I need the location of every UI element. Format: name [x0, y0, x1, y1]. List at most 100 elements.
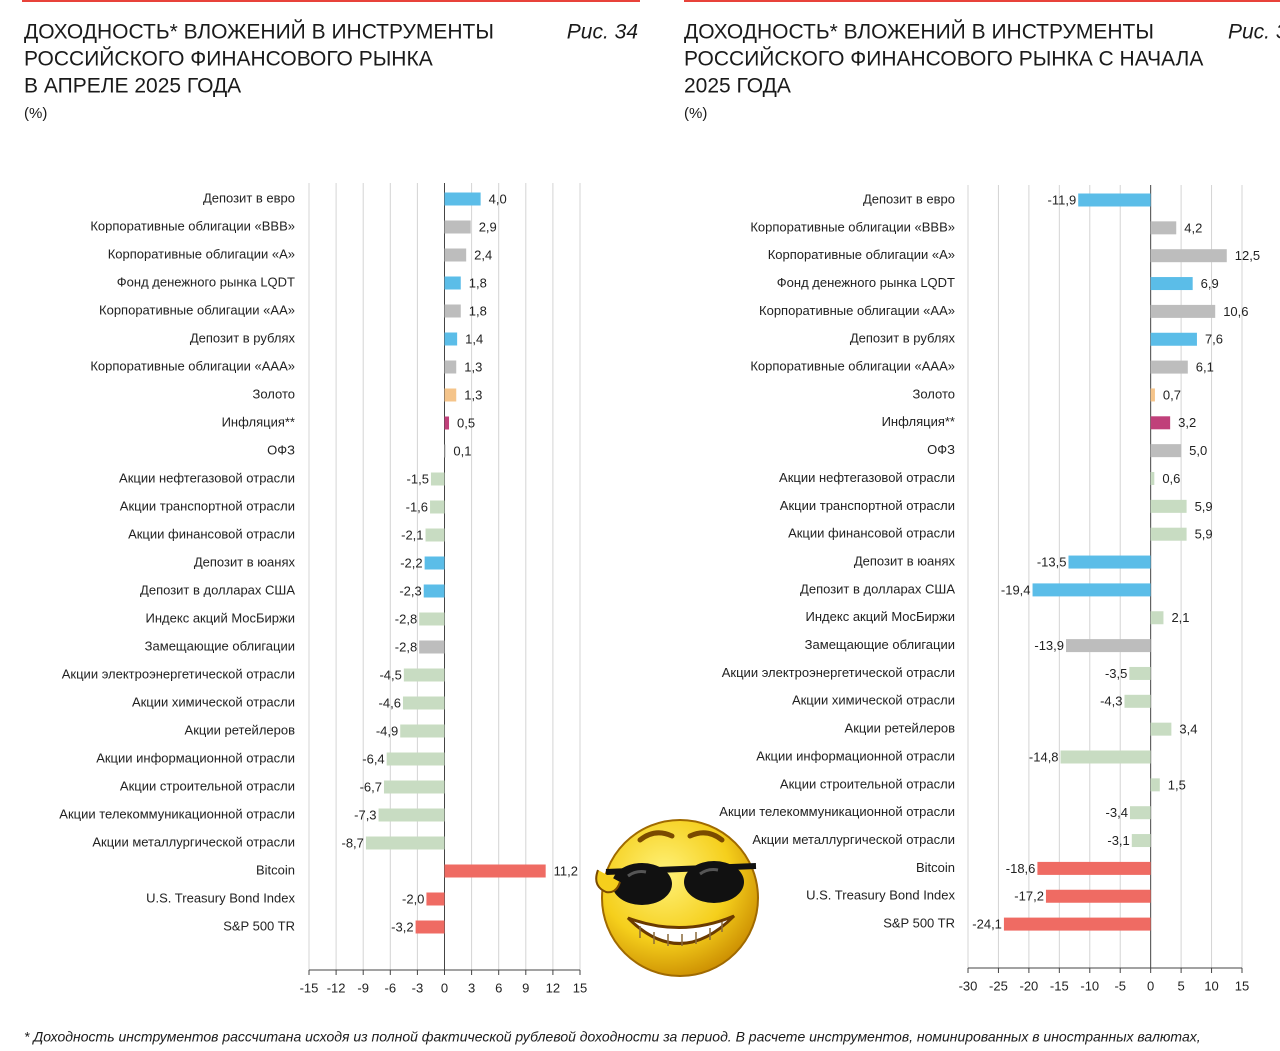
bar — [1150, 304, 1216, 318]
bar — [1150, 388, 1155, 402]
category-label: Акции металлургической отрасли — [752, 832, 955, 847]
category-label: Корпоративные облигации «ААА» — [750, 359, 955, 374]
x-tick-label: 6 — [495, 980, 502, 995]
category-label: Акции строительной отрасли — [120, 778, 295, 793]
bar — [426, 892, 445, 906]
bar — [1150, 277, 1193, 291]
category-label: S&P 500 TR — [223, 918, 295, 933]
category-label: Депозит в евро — [863, 191, 955, 206]
category-label: Золото — [252, 386, 295, 401]
bar — [400, 724, 445, 738]
figure-label: Рис. 34 — [567, 21, 638, 44]
value-label: -4,9 — [376, 723, 398, 738]
x-tick-label: -25 — [989, 978, 1008, 993]
value-label: 5,9 — [1195, 527, 1213, 542]
chart-subtitle: (%) — [24, 105, 47, 122]
x-tick-label: -15 — [300, 980, 319, 995]
value-label: -4,6 — [379, 695, 401, 710]
value-label: 4,0 — [489, 191, 507, 206]
bar — [1150, 444, 1182, 458]
bar — [378, 808, 445, 822]
value-label: 2,1 — [1171, 610, 1189, 625]
category-label: Акции телекоммуникационной отрасли — [59, 806, 295, 821]
chart-title: ДОХОДНОСТЬ* ВЛОЖЕНИЙ В ИНСТРУМЕНТЫ — [684, 20, 1154, 44]
chart-title: ДОХОДНОСТЬ* ВЛОЖЕНИЙ В ИНСТРУМЕНТЫ — [24, 20, 494, 44]
category-label: Корпоративные облигации «АА» — [759, 303, 955, 318]
value-label: 0,1 — [453, 443, 471, 458]
value-label: -17,2 — [1014, 889, 1044, 904]
x-tick-label: -10 — [1080, 978, 1099, 993]
value-label: 12,5 — [1235, 248, 1260, 263]
bar — [1037, 861, 1151, 875]
category-label: Акции финансовой отрасли — [788, 526, 955, 541]
bar — [444, 416, 450, 430]
bar — [1129, 666, 1151, 680]
bar — [425, 528, 445, 542]
bar — [444, 332, 458, 346]
category-label: Акции информационной отрасли — [756, 748, 955, 763]
category-label: Корпоративные облигации «BBB» — [750, 219, 955, 234]
bar — [1150, 360, 1188, 374]
value-label: 5,0 — [1189, 443, 1207, 458]
value-label: 3,4 — [1179, 722, 1197, 737]
value-label: -3,5 — [1105, 666, 1127, 681]
value-label: -6,4 — [362, 751, 384, 766]
category-label: Акции транспортной отрасли — [780, 498, 955, 513]
value-label: 0,5 — [457, 415, 475, 430]
value-label: -2,1 — [401, 527, 423, 542]
value-label: -4,5 — [379, 667, 401, 682]
category-label: Корпоративные облигации «АА» — [99, 302, 295, 317]
bar — [430, 500, 445, 514]
category-label: Акции электроэнергетической отрасли — [62, 666, 295, 681]
category-label: Корпоративные облигации «А» — [768, 247, 955, 262]
bar — [1150, 249, 1227, 263]
value-label: 5,9 — [1195, 499, 1213, 514]
value-label: 1,4 — [465, 331, 483, 346]
value-label: -24,1 — [972, 917, 1002, 932]
chart-subtitle: (%) — [684, 105, 707, 122]
value-label: 6,9 — [1201, 276, 1219, 291]
category-label: Акции ретейлеров — [845, 721, 956, 736]
category-label: Депозит в евро — [203, 190, 295, 205]
x-tick-label: 9 — [522, 980, 529, 995]
x-tick-label: 15 — [1235, 978, 1249, 993]
bar — [444, 388, 457, 402]
bar — [423, 584, 445, 598]
value-label: 0,6 — [1162, 471, 1180, 486]
value-label: -7,3 — [354, 807, 376, 822]
value-label: 7,6 — [1205, 332, 1223, 347]
bar — [444, 220, 471, 234]
x-tick-label: -20 — [1019, 978, 1038, 993]
bar — [444, 192, 481, 206]
category-label: S&P 500 TR — [883, 916, 955, 931]
x-tick-label: -3 — [412, 980, 424, 995]
bar — [444, 304, 461, 318]
category-label: Bitcoin — [916, 860, 955, 875]
value-label: 0,7 — [1163, 387, 1181, 402]
value-label: -4,3 — [1100, 694, 1122, 709]
value-label: 4,2 — [1184, 220, 1202, 235]
bar — [1131, 834, 1151, 848]
bar — [1150, 499, 1187, 513]
value-label: 11,2 — [554, 863, 578, 878]
category-label: Инфляция** — [882, 414, 955, 429]
value-label: -19,4 — [1001, 582, 1031, 597]
value-label: -8,7 — [342, 835, 364, 850]
bar — [1150, 416, 1171, 430]
value-label: -18,6 — [1006, 861, 1036, 876]
value-label: 2,9 — [479, 219, 497, 234]
bar — [1150, 611, 1164, 625]
bar — [1150, 778, 1160, 792]
category-label: Акции строительной отрасли — [780, 776, 955, 791]
bar — [1150, 527, 1187, 541]
bar — [444, 864, 546, 878]
chart-title: 2025 ГОДА — [684, 75, 791, 98]
category-label: Депозит в рублях — [850, 331, 956, 346]
bar — [1060, 750, 1151, 764]
x-tick-label: 10 — [1204, 978, 1218, 993]
value-label: -1,5 — [407, 471, 429, 486]
bar — [1124, 694, 1151, 708]
bar — [386, 752, 445, 766]
category-label: Депозит в долларах США — [140, 582, 295, 597]
category-label: Акции ретейлеров — [185, 722, 296, 737]
